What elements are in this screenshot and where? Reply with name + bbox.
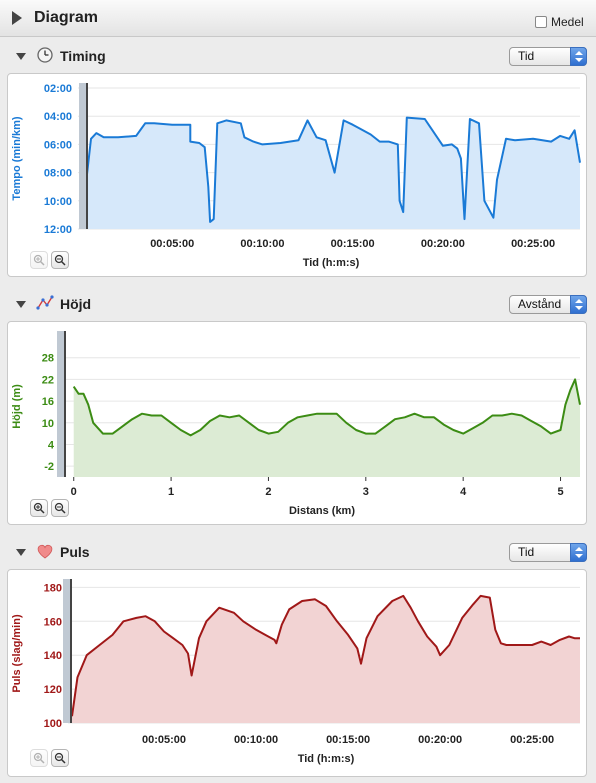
series-line	[72, 378, 581, 437]
x-tick-label: 4	[460, 486, 467, 498]
y-tick-label: 140	[44, 650, 62, 662]
zoom-in-icon	[33, 752, 45, 764]
range-scroller-handle	[86, 83, 88, 229]
section-header-hojd: Höjd Avstånd	[0, 291, 596, 319]
pulse-chart: 180 160 140 120 100 00:05:00 00:10:00 00:15:00 0…	[11, 579, 580, 765]
range-scroller	[63, 579, 71, 723]
select-arrows-icon	[570, 543, 587, 562]
y-tick-label: -2	[44, 461, 54, 473]
range-scroller	[57, 331, 65, 477]
select-value: Tid	[518, 49, 535, 63]
y-tick-label: 06:00	[44, 139, 72, 151]
x-tick-label: 00:25:00	[510, 734, 554, 746]
zoom-out-icon	[54, 502, 66, 514]
series-area	[72, 595, 580, 723]
zoom-out-button[interactable]	[51, 749, 69, 767]
altitude-chart: 28 22 16 10 4 -2 0 1 2 3 4 5 Distans (km) Höjd (m)	[11, 331, 581, 517]
x-axis-label: Distans (km)	[289, 505, 355, 517]
y-tick-label: 10:00	[44, 196, 72, 208]
y-tick-label: 120	[44, 684, 62, 696]
x-axis-select-timing[interactable]: Tid	[509, 47, 587, 66]
section-header-puls: Puls Tid	[0, 539, 596, 567]
y-axis-label: Puls (slag/min)	[11, 614, 23, 693]
x-axis-label: Tid (h:m:s)	[303, 257, 360, 269]
x-tick-label: 00:20:00	[421, 238, 465, 250]
disclosure-triangle-icon[interactable]	[16, 53, 26, 60]
y-tick-label: 22	[42, 374, 54, 386]
range-scroller-handle	[70, 579, 72, 723]
zoom-in-button[interactable]	[30, 499, 48, 517]
zoom-out-icon	[54, 752, 66, 764]
chart-panel-hojd: 28 22 16 10 4 -2 0 1 2 3 4 5 Distans (km) Höjd (m)	[7, 321, 587, 525]
x-tick-label: 00:10:00	[234, 734, 278, 746]
zoom-out-button[interactable]	[51, 499, 69, 517]
x-tick-label: 1	[168, 486, 174, 498]
section-title: Höjd	[60, 296, 92, 312]
x-tick-label: 00:15:00	[326, 734, 370, 746]
y-tick-label: 12:00	[44, 224, 72, 236]
disclosure-triangle-icon[interactable]	[16, 301, 26, 308]
select-value: Avstånd	[518, 297, 562, 311]
y-tick-label: 10	[42, 418, 54, 430]
medel-label: Medel	[551, 15, 584, 29]
range-scroller-handle	[64, 331, 66, 477]
x-axis-select-hojd[interactable]: Avstånd	[509, 295, 587, 314]
page-title: Diagram	[34, 9, 99, 26]
y-tick-label: 08:00	[44, 168, 72, 180]
x-axis-select-puls[interactable]: Tid	[509, 543, 587, 562]
x-tick-label: 5	[557, 486, 563, 498]
range-scroller	[79, 83, 87, 229]
y-tick-label: 28	[42, 353, 54, 365]
section-header-timing: Timing Tid	[0, 43, 596, 71]
y-axis-label: Tempo (min/km)	[11, 116, 23, 200]
diagram-header: Diagram Medel	[0, 0, 596, 37]
series-area	[82, 117, 580, 229]
zoom-in-button[interactable]	[30, 749, 48, 767]
section-title: Timing	[60, 48, 106, 64]
x-tick-label: 3	[363, 486, 369, 498]
select-arrows-icon	[570, 47, 587, 66]
series-area	[73, 379, 580, 477]
zoom-in-icon	[33, 502, 45, 514]
heart-icon	[37, 544, 53, 559]
collapse-triangle-icon[interactable]	[12, 11, 22, 25]
x-tick-label: 00:10:00	[240, 238, 284, 250]
section-title: Puls	[60, 544, 90, 560]
x-tick-label: 0	[71, 486, 77, 498]
y-tick-label: 180	[44, 582, 62, 594]
tempo-chart: 02:00 04:00 06:00 08:00 10:00 12:00 00:05:00 00…	[11, 83, 581, 269]
x-tick-label: 00:25:00	[511, 238, 555, 250]
zoom-out-icon	[54, 254, 66, 266]
zoom-in-button[interactable]	[30, 251, 48, 269]
x-axis-label: Tid (h:m:s)	[298, 753, 355, 765]
y-tick-label: 16	[42, 396, 54, 408]
x-tick-label: 00:15:00	[331, 238, 375, 250]
select-arrows-icon	[570, 295, 587, 314]
zoom-out-button[interactable]	[51, 251, 69, 269]
clock-icon	[37, 47, 53, 63]
y-tick-label: 100	[44, 718, 62, 730]
y-tick-label: 02:00	[44, 83, 72, 95]
y-tick-label: 4	[48, 439, 55, 451]
series-line	[71, 594, 580, 717]
y-tick-label: 04:00	[44, 111, 72, 123]
x-tick-label: 00:05:00	[150, 238, 194, 250]
medel-checkbox[interactable]	[535, 16, 547, 28]
select-value: Tid	[518, 545, 535, 559]
chart-panel-timing: 02:00 04:00 06:00 08:00 10:00 12:00 00:05:00 00…	[7, 73, 587, 277]
disclosure-triangle-icon[interactable]	[16, 549, 26, 556]
x-tick-label: 00:05:00	[142, 734, 186, 746]
chart-panel-puls: 180 160 140 120 100 00:05:00 00:10:00 00:15:00 0…	[7, 569, 587, 777]
series-line	[81, 116, 581, 223]
route-icon	[36, 295, 54, 310]
y-axis-label: Höjd (m)	[11, 384, 23, 429]
x-tick-label: 2	[265, 486, 271, 498]
x-tick-label: 00:20:00	[418, 734, 462, 746]
y-tick-label: 160	[44, 616, 62, 628]
zoom-in-icon	[33, 254, 45, 266]
